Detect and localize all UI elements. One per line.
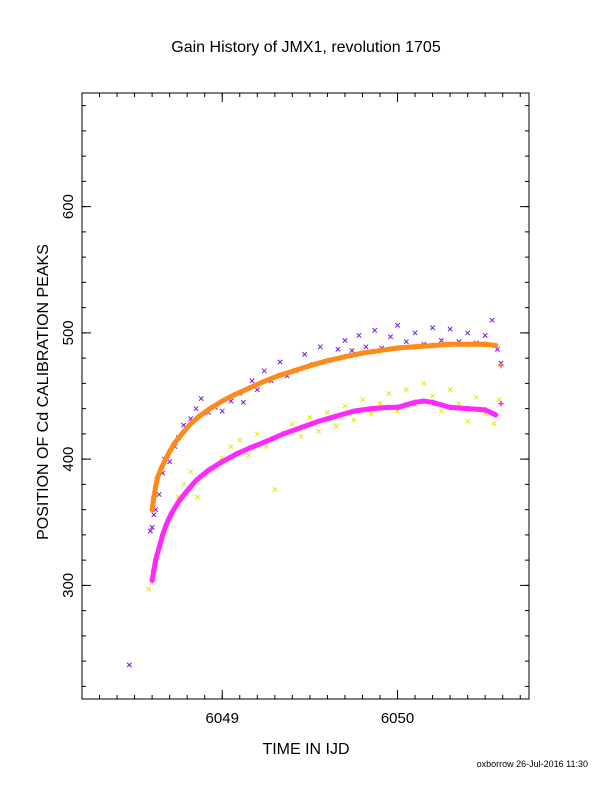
data-point — [188, 469, 194, 475]
tick-labels: 6049 6050 300 400 500 600 — [60, 194, 414, 727]
data-point — [465, 330, 471, 336]
data-point — [126, 662, 132, 668]
y-tick-label: 600 — [60, 194, 77, 219]
data-point — [349, 347, 355, 354]
data-point — [261, 368, 267, 374]
data-point — [147, 528, 153, 534]
data-point — [356, 332, 362, 338]
data-point — [324, 409, 330, 415]
data-point — [167, 459, 173, 465]
data-point — [237, 437, 243, 443]
x-tick-label: 6049 — [206, 710, 239, 727]
data-point — [149, 524, 155, 530]
data-point — [412, 330, 418, 336]
plot-frame — [81, 92, 530, 700]
series-2 — [146, 380, 502, 592]
x-axis-label: TIME IN IJD — [262, 741, 349, 758]
y-tick-label: 400 — [60, 447, 77, 472]
data-point — [317, 344, 323, 350]
data-point — [363, 344, 369, 350]
data-point — [438, 408, 444, 414]
fit-curve — [149, 398, 499, 583]
data-point — [342, 337, 348, 344]
data-point — [394, 322, 401, 328]
data-series — [126, 317, 504, 668]
data-point — [430, 325, 436, 331]
data-point — [254, 431, 260, 437]
data-point — [342, 403, 348, 409]
data-point — [219, 408, 225, 414]
chart-title: Gain History of JMX1, revolution 1705 — [171, 39, 441, 56]
data-point — [228, 443, 234, 450]
data-point — [421, 380, 427, 386]
data-point — [335, 346, 341, 352]
data-point — [151, 512, 157, 518]
data-point — [193, 406, 199, 412]
data-point — [156, 491, 162, 498]
data-point — [491, 421, 497, 427]
data-point — [289, 421, 295, 427]
data-point — [333, 423, 339, 429]
series-1 — [126, 317, 504, 668]
y-tick-label: 500 — [60, 320, 77, 345]
data-point — [403, 339, 409, 345]
data-point — [254, 387, 260, 393]
data-point — [438, 337, 444, 344]
data-point — [386, 390, 392, 397]
fit-curve — [149, 341, 499, 513]
data-point — [351, 417, 357, 423]
data-point — [298, 433, 304, 439]
data-point — [498, 400, 504, 407]
data-point — [482, 332, 488, 338]
y-axis-label: POSITION OF Cd CALIBRATION PEAKS — [35, 244, 52, 540]
data-point — [245, 452, 252, 458]
y-tick-label: 300 — [60, 573, 77, 598]
data-point — [240, 399, 246, 405]
data-point — [198, 395, 204, 402]
data-point — [387, 334, 394, 340]
data-point — [359, 397, 366, 403]
series-4 — [149, 398, 504, 584]
minor-ticks — [81, 93, 529, 699]
data-point — [403, 387, 409, 393]
data-point — [249, 378, 255, 384]
data-point — [263, 443, 269, 450]
data-point — [195, 494, 201, 500]
data-point — [277, 359, 283, 365]
data-point — [181, 481, 187, 487]
data-point — [498, 363, 504, 369]
data-point — [377, 401, 383, 407]
series-3 — [149, 341, 504, 513]
data-point — [456, 401, 462, 407]
data-point — [146, 586, 152, 592]
data-point — [302, 351, 308, 357]
data-point — [465, 418, 471, 424]
data-point — [447, 326, 453, 332]
data-point — [272, 486, 278, 492]
data-point — [372, 327, 378, 333]
data-point — [489, 317, 495, 323]
data-point — [447, 387, 453, 393]
major-ticks — [82, 93, 529, 699]
data-point — [307, 414, 313, 421]
data-point — [368, 411, 374, 417]
data-point — [316, 428, 322, 434]
x-tick-label: 6050 — [381, 710, 414, 727]
data-point — [430, 393, 436, 399]
data-point — [473, 394, 479, 400]
footer-credit: oxborrow 26-Jul-2016 11:30 — [477, 759, 588, 769]
